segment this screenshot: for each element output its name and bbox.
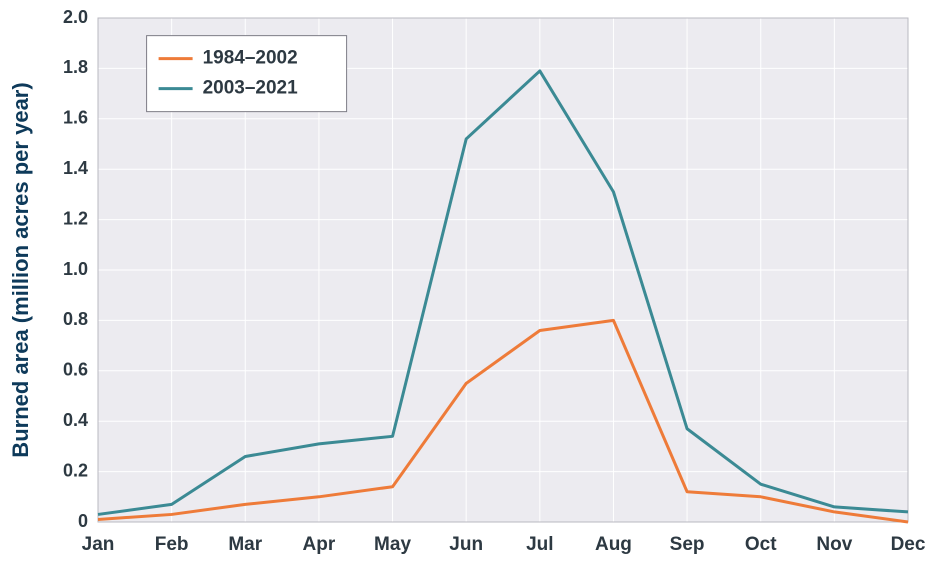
x-tick-label: Feb bbox=[155, 534, 189, 555]
x-tick-label: Jun bbox=[449, 534, 483, 555]
y-tick-label: 0 bbox=[78, 511, 88, 531]
y-tick-label: 0.8 bbox=[63, 309, 88, 329]
x-tick-label: Jul bbox=[526, 534, 553, 555]
x-tick-label: Oct bbox=[745, 534, 777, 555]
y-tick-label: 0.4 bbox=[63, 410, 88, 430]
x-tick-label: Apr bbox=[303, 534, 336, 555]
legend-label: 2003–2021 bbox=[203, 78, 299, 99]
y-tick-label: 2.0 bbox=[63, 7, 88, 27]
x-tick-label: Mar bbox=[228, 534, 262, 555]
x-tick-label: Sep bbox=[670, 534, 705, 555]
y-tick-label: 1.4 bbox=[63, 158, 88, 178]
y-axis-label: Burned area (million acres per year) bbox=[8, 82, 33, 457]
x-tick-label: Aug bbox=[595, 534, 632, 555]
x-tick-label: Jan bbox=[82, 534, 115, 555]
y-tick-label: 1.0 bbox=[63, 259, 88, 279]
legend: 1984–2002 2003–2021 bbox=[147, 36, 347, 112]
x-tick-label: May bbox=[374, 534, 411, 555]
y-tick-label: 0.2 bbox=[63, 460, 88, 480]
y-tick-label: 1.2 bbox=[63, 208, 88, 228]
y-tick-label: 0.6 bbox=[63, 360, 88, 380]
burned-area-chart: 0 0.2 0.4 0.6 0.8 1.0 1.2 1.4 1.6 1.8 2.0 Jan Feb Mar… bbox=[0, 0, 928, 572]
x-tick-label: Nov bbox=[816, 534, 852, 555]
y-tick-label: 1.6 bbox=[63, 108, 88, 128]
x-tick-label: Dec bbox=[891, 534, 926, 555]
legend-label: 1984–2002 bbox=[203, 48, 298, 69]
chart-svg: 0 0.2 0.4 0.6 0.8 1.0 1.2 1.4 1.6 1.8 2.0 Jan Feb Mar… bbox=[0, 0, 928, 572]
y-tick-label: 1.8 bbox=[63, 57, 88, 77]
